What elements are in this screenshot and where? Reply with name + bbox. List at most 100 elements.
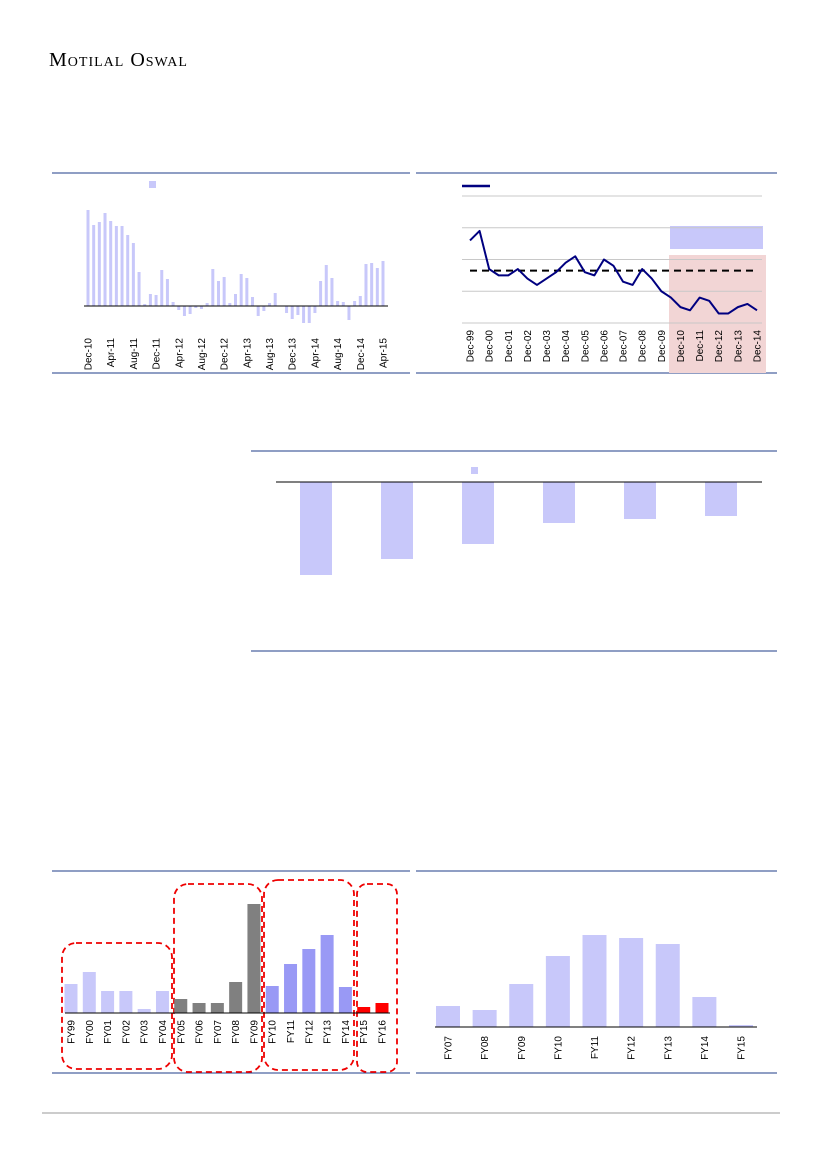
bar bbox=[381, 261, 385, 306]
x-tick-label: Dec-13 bbox=[288, 338, 299, 371]
bar bbox=[211, 269, 215, 306]
line bbox=[469, 229, 758, 315]
x-tick-label: Aug-13 bbox=[265, 338, 276, 371]
bar bbox=[126, 235, 130, 306]
bar bbox=[177, 306, 181, 310]
x-tick-label: FY09 bbox=[517, 1036, 528, 1060]
x-tick-label: Dec-02 bbox=[523, 330, 534, 363]
x-tick-label: Dec-12 bbox=[220, 338, 231, 371]
bar bbox=[103, 213, 107, 306]
bar bbox=[729, 1025, 753, 1027]
bar bbox=[296, 306, 300, 315]
bar bbox=[64, 984, 78, 1013]
bar bbox=[705, 482, 737, 516]
bar bbox=[436, 1006, 460, 1027]
x-tick-label: Dec-13 bbox=[733, 330, 744, 363]
x-tick-label: FY16 bbox=[378, 1020, 389, 1044]
x-tick-label: FY08 bbox=[231, 1020, 242, 1044]
group-outlines bbox=[61, 879, 398, 1073]
x-tick-label: FY11 bbox=[590, 1036, 601, 1060]
bar bbox=[160, 270, 164, 306]
x-tick-label: Aug-12 bbox=[197, 338, 208, 371]
bar bbox=[619, 938, 644, 1027]
x-tick-label: Aug-14 bbox=[333, 338, 344, 371]
bar bbox=[302, 306, 306, 323]
bar bbox=[247, 904, 261, 1013]
bar bbox=[82, 972, 96, 1013]
x-tick-label: Dec-08 bbox=[638, 330, 649, 363]
x-tick-label: FY14 bbox=[341, 1020, 352, 1044]
bar bbox=[341, 302, 345, 306]
bar bbox=[290, 306, 294, 319]
x-tick-label: Apr-12 bbox=[174, 338, 185, 368]
x-tick-label: FY03 bbox=[140, 1020, 151, 1044]
x-tick-label: FY15 bbox=[359, 1020, 370, 1044]
x-tick-label: Dec-11 bbox=[152, 338, 163, 370]
x-tick-label: Dec-12 bbox=[714, 330, 725, 363]
bar bbox=[86, 210, 90, 306]
x-tick-label: FY13 bbox=[323, 1020, 334, 1044]
bar bbox=[109, 221, 113, 306]
x-tick-label: Dec-14 bbox=[753, 330, 764, 363]
x-tick-label: FY00 bbox=[85, 1020, 96, 1044]
x-tick-label: Dec-05 bbox=[580, 330, 591, 363]
bar bbox=[320, 935, 334, 1013]
bar bbox=[509, 984, 534, 1027]
bar bbox=[319, 281, 323, 306]
bar bbox=[582, 935, 607, 1027]
bar bbox=[347, 306, 351, 320]
x-tick-label: FY14 bbox=[700, 1036, 711, 1060]
frames bbox=[42, 172, 780, 1114]
bar bbox=[624, 482, 656, 519]
bar bbox=[199, 306, 203, 309]
bar bbox=[462, 482, 494, 544]
x-tick-label: Apr-13 bbox=[242, 338, 253, 368]
bar bbox=[256, 306, 260, 316]
x-tick-label: FY02 bbox=[121, 1020, 132, 1044]
bar bbox=[234, 294, 237, 306]
x-tick-label: FY99 bbox=[67, 1020, 78, 1044]
x-tick-label: FY10 bbox=[268, 1020, 279, 1044]
bar bbox=[210, 1003, 224, 1013]
bar bbox=[265, 986, 279, 1013]
bar bbox=[188, 306, 192, 314]
x-tick-label: Dec-03 bbox=[542, 330, 553, 363]
x-tick-label: Apr-15 bbox=[379, 338, 390, 368]
bar bbox=[358, 296, 362, 306]
bar bbox=[194, 306, 198, 308]
bar bbox=[330, 278, 334, 306]
bar bbox=[336, 301, 340, 306]
bar bbox=[268, 303, 272, 306]
x-tick-label: Dec-06 bbox=[599, 330, 610, 363]
bar bbox=[324, 265, 328, 306]
bar bbox=[137, 272, 141, 306]
bar bbox=[101, 991, 115, 1013]
bar bbox=[381, 482, 413, 559]
bar bbox=[182, 306, 186, 316]
bar bbox=[273, 293, 277, 306]
bar bbox=[284, 964, 298, 1013]
bar bbox=[300, 482, 332, 575]
x-tick-label: FY09 bbox=[249, 1020, 260, 1044]
bar bbox=[375, 1003, 389, 1013]
x-tick-label: FY07 bbox=[213, 1020, 224, 1044]
brand-title: Motilal Oswal bbox=[49, 49, 188, 71]
x-tick-label: FY06 bbox=[195, 1020, 206, 1044]
legend-box bbox=[670, 226, 763, 249]
bar bbox=[370, 263, 374, 306]
x-tick-label: FY13 bbox=[663, 1036, 674, 1060]
x-tick-label: Apr-11 bbox=[106, 338, 117, 368]
x-tick-label: Dec-07 bbox=[619, 330, 630, 363]
x-tick-label: FY11 bbox=[286, 1020, 297, 1044]
bar bbox=[543, 482, 575, 523]
bar bbox=[165, 279, 169, 306]
bar bbox=[120, 226, 124, 306]
bar bbox=[239, 274, 243, 306]
x-tick-label: Dec-01 bbox=[504, 330, 515, 363]
bar bbox=[692, 997, 717, 1027]
bar bbox=[307, 306, 311, 323]
x-tick-label: Dec-04 bbox=[561, 330, 572, 363]
x-tick-label: Dec-10 bbox=[84, 338, 95, 371]
bar bbox=[154, 295, 158, 306]
bar bbox=[192, 1003, 206, 1013]
